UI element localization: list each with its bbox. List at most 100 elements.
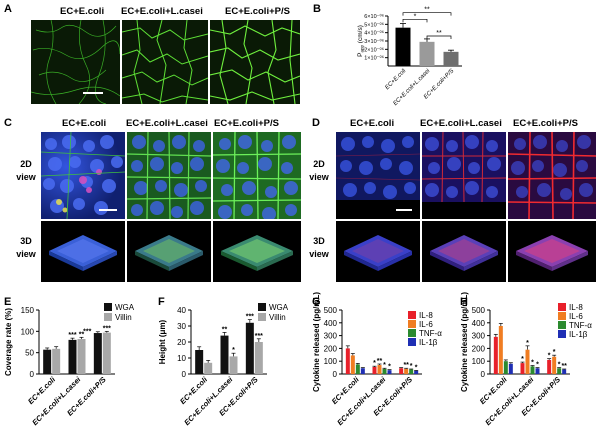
micrograph-d-2d-lcasei	[422, 132, 506, 219]
y-tick-label: 0	[333, 370, 338, 379]
significance-label: **	[424, 7, 430, 14]
bar	[395, 27, 411, 67]
legend-label: Villin	[269, 313, 286, 322]
bar	[552, 356, 557, 374]
legend-swatch	[558, 321, 566, 329]
scale-bar	[99, 209, 117, 211]
y-tick-label: 500	[472, 306, 486, 315]
render-d-3d-lcasei	[422, 221, 506, 282]
legend-label: TNF-α	[419, 329, 442, 338]
y-tick-label: 1×10⁻⁰⁶	[364, 55, 384, 62]
significance-label: *	[531, 360, 534, 367]
bar	[382, 368, 387, 374]
legend-swatch	[408, 320, 416, 328]
y-axis-label: Coverage rate (%)	[4, 308, 13, 376]
micrograph-c-2d-ecoli	[41, 132, 125, 219]
y-tick-label: 5×10⁻⁰⁶	[364, 21, 384, 28]
y-tick-label: 0	[182, 370, 187, 379]
y-tick-label: 0	[30, 370, 35, 379]
render-c-3d-ecoli	[41, 221, 125, 282]
legend-label: WGA	[269, 303, 289, 312]
significance-label: *	[553, 349, 556, 356]
bar	[409, 369, 414, 374]
row-label-3d-line1: 3D	[20, 236, 32, 246]
y-tick-label: 3×10⁻⁰⁶	[364, 38, 384, 45]
bar	[204, 362, 213, 374]
bar	[530, 366, 535, 374]
y-axis-label: Papp (cm/s)	[357, 25, 365, 57]
bar	[535, 368, 540, 374]
chart-b-permeability: 1×10⁻⁰⁶ 2×10⁻⁰⁶3×10⁻⁰⁶4×10⁻⁰⁶ 5×10⁻⁰⁶6×10⁻…	[357, 7, 462, 107]
panel-label-h: H	[460, 296, 468, 308]
significance-label: **	[403, 362, 409, 369]
panel-label-a: A	[4, 3, 12, 15]
y-tick-label: 150	[21, 306, 35, 315]
y-tick-label: 100	[472, 357, 486, 366]
legend-label: WGA	[115, 303, 135, 312]
y-tick-label: 500	[324, 306, 338, 315]
bar	[520, 363, 525, 374]
y-tick-label: 6×10⁻⁰⁶	[364, 13, 384, 20]
significance-label: ***	[83, 328, 91, 335]
scale-bar	[396, 209, 412, 211]
panel-label-d: D	[312, 117, 320, 129]
bar	[498, 326, 503, 374]
legend-label: IL-6	[419, 320, 433, 329]
legend-swatch	[104, 303, 112, 311]
row-label-3d-line2: view	[16, 249, 36, 259]
significance-label: *	[383, 362, 386, 369]
bar	[93, 333, 102, 374]
significance-label: *	[558, 362, 561, 369]
micrograph-a-ps	[210, 20, 300, 104]
panel-c-row-label-2d: 2D view	[10, 158, 42, 184]
legend-label: IL-1β	[569, 330, 588, 339]
bar	[43, 349, 52, 374]
significance-label: **	[377, 358, 383, 365]
y-tick-label: 200	[324, 344, 338, 353]
y-tick-label: 300	[472, 332, 486, 341]
legend-swatch	[258, 303, 266, 311]
significance-label: *	[410, 363, 413, 370]
significance-label: ***	[246, 314, 254, 321]
bar	[68, 339, 77, 374]
legend-label: IL-8	[419, 311, 433, 320]
legend-label: TNF-α	[569, 321, 592, 330]
significance-label: **	[561, 363, 567, 370]
bar	[493, 336, 498, 374]
y-tick-label: 50	[25, 349, 34, 358]
panel-d-row-label-2d: 2D view	[302, 158, 336, 184]
y-tick-label: 200	[472, 344, 486, 353]
significance-label: *	[536, 362, 539, 369]
scale-bar	[83, 92, 103, 94]
micrograph-d-2d-ecoli	[336, 132, 420, 219]
panel-d-header-2: EC+E.coli+L.casei	[420, 118, 502, 129]
panel-c-header-1: EC+E.coli	[62, 118, 107, 129]
bar	[508, 363, 513, 374]
significance-label: **	[79, 331, 85, 338]
significance-label: *	[521, 356, 524, 363]
y-tick-label: 20	[177, 338, 186, 347]
panel-a-header-1: EC+E.coli	[60, 6, 105, 17]
y-tick-label: 30	[177, 322, 186, 331]
bar	[229, 356, 238, 374]
significance-label: *	[232, 347, 235, 354]
legend-swatch	[408, 329, 416, 337]
legend-swatch	[558, 330, 566, 338]
legend-label: IL-1β	[419, 338, 438, 347]
bar	[562, 369, 567, 374]
y-tick-label: 300	[324, 332, 338, 341]
bar	[404, 368, 409, 374]
significance-label: ***	[103, 325, 111, 332]
y-tick-label: 2×10⁻⁰⁶	[364, 46, 384, 53]
panel-label-c: C	[4, 117, 12, 129]
micrograph-c-2d-ps	[213, 132, 301, 219]
significance-label: *	[414, 13, 417, 20]
bar	[372, 366, 377, 374]
significance-label: **	[436, 30, 442, 37]
bar	[245, 322, 254, 374]
y-tick-label: 100	[21, 327, 35, 336]
panel-a-header-2: EC+E.coli+L.casei	[121, 6, 203, 17]
bar	[102, 332, 111, 374]
